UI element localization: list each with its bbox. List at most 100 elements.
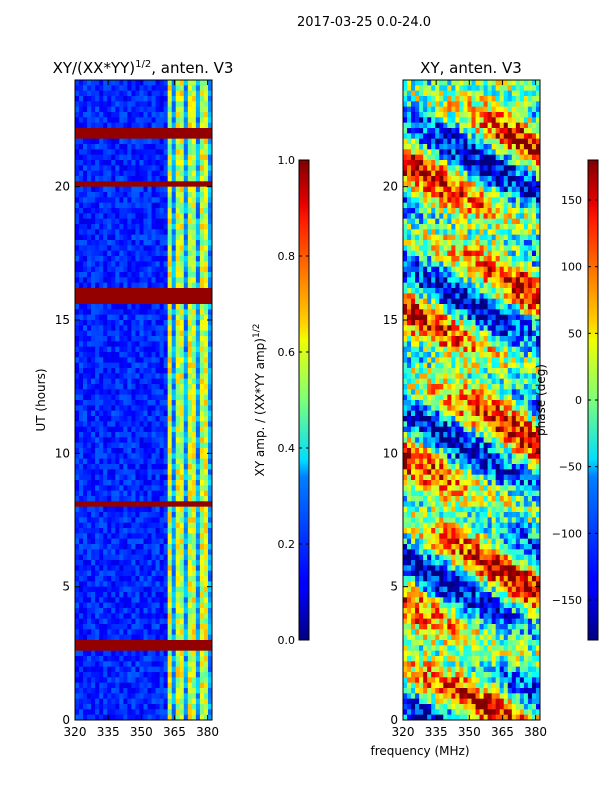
heatmap-cell bbox=[483, 122, 489, 129]
heatmap-cell bbox=[183, 309, 189, 316]
heatmap-cell bbox=[195, 373, 201, 380]
heatmap-cell bbox=[163, 256, 169, 262]
heatmap-cell bbox=[159, 501, 165, 508]
heatmap-cell bbox=[123, 416, 128, 422]
heatmap-cell bbox=[119, 528, 124, 534]
heatmap-cell bbox=[151, 464, 157, 470]
heatmap-cell bbox=[203, 501, 209, 508]
heatmap-cell bbox=[135, 256, 141, 262]
heatmap-cell bbox=[179, 426, 185, 433]
heatmap-cell bbox=[487, 101, 493, 108]
heatmap-cell bbox=[507, 154, 513, 161]
heatmap-cell bbox=[199, 234, 205, 241]
heatmap-cell bbox=[119, 570, 124, 577]
heatmap-cell bbox=[199, 458, 205, 465]
heatmap-cell bbox=[119, 640, 124, 646]
heatmap-cell bbox=[111, 464, 116, 470]
heatmap-cell bbox=[195, 549, 201, 556]
heatmap-cell bbox=[171, 368, 177, 374]
heatmap-cell bbox=[423, 186, 428, 193]
heatmap-cell bbox=[503, 112, 509, 118]
heatmap-cell bbox=[159, 250, 165, 257]
heatmap-cell bbox=[111, 688, 116, 694]
heatmap-cell bbox=[159, 325, 165, 332]
heatmap-cell bbox=[127, 416, 133, 422]
heatmap-cell bbox=[79, 106, 84, 113]
heatmap-cell bbox=[115, 458, 120, 465]
heatmap-cell bbox=[191, 650, 197, 657]
heatmap-cell bbox=[479, 149, 485, 156]
heatmap-cell bbox=[107, 389, 112, 396]
heatmap-cell bbox=[151, 170, 157, 177]
heatmap-cell bbox=[143, 218, 149, 225]
heatmap-cell bbox=[199, 688, 205, 694]
heatmap-cell bbox=[131, 421, 137, 428]
heatmap-cell bbox=[131, 544, 137, 550]
heatmap-cell bbox=[139, 352, 145, 358]
heatmap-cell bbox=[195, 229, 201, 236]
heatmap-cell bbox=[103, 106, 108, 113]
heatmap-cell bbox=[75, 101, 80, 108]
heatmap-cell bbox=[475, 165, 481, 172]
heatmap-cell bbox=[111, 192, 116, 198]
heatmap-cell bbox=[103, 352, 108, 358]
heatmap-cell bbox=[107, 698, 112, 705]
heatmap-cell bbox=[191, 613, 197, 620]
heatmap-cell bbox=[75, 645, 80, 652]
heatmap-cell bbox=[199, 496, 205, 502]
heatmap-cell bbox=[119, 538, 124, 545]
heatmap-cell bbox=[207, 522, 212, 529]
heatmap-cell bbox=[139, 170, 145, 177]
heatmap-cell bbox=[455, 128, 461, 134]
heatmap-cell bbox=[95, 362, 100, 369]
heatmap-cell bbox=[167, 693, 173, 700]
x-tick-label: 365 bbox=[163, 725, 186, 739]
heatmap-cell bbox=[503, 170, 509, 177]
heatmap-cell bbox=[439, 80, 444, 86]
heatmap-cell bbox=[451, 144, 456, 150]
heatmap-cell bbox=[147, 101, 153, 108]
heatmap-cell bbox=[103, 704, 108, 710]
heatmap-cell bbox=[147, 602, 153, 609]
heatmap-cell bbox=[103, 592, 108, 598]
heatmap-cell bbox=[207, 688, 212, 694]
heatmap-cell bbox=[475, 117, 481, 124]
heatmap-cell bbox=[203, 357, 209, 364]
heatmap-cell bbox=[111, 650, 116, 657]
heatmap-cell bbox=[523, 128, 529, 134]
heatmap-cell bbox=[167, 240, 173, 246]
heatmap-cell bbox=[171, 426, 177, 433]
heatmap-cell bbox=[151, 101, 157, 108]
heatmap-cell bbox=[455, 96, 461, 102]
heatmap-cell bbox=[107, 378, 112, 385]
heatmap-cell bbox=[143, 181, 149, 188]
heatmap-cell bbox=[195, 192, 201, 198]
heatmap-cell bbox=[491, 154, 497, 161]
heatmap-cell bbox=[167, 325, 173, 332]
heatmap-cell bbox=[99, 464, 104, 470]
heatmap-cell bbox=[151, 304, 157, 310]
heatmap-cell bbox=[99, 117, 104, 124]
heatmap-cell bbox=[455, 90, 461, 97]
heatmap-cell bbox=[199, 240, 205, 246]
heatmap-cell bbox=[531, 85, 537, 92]
heatmap-cell bbox=[187, 426, 193, 433]
heatmap-cell bbox=[443, 202, 448, 209]
heatmap-cell bbox=[95, 234, 100, 241]
heatmap-cell bbox=[143, 714, 149, 720]
heatmap-cell bbox=[527, 106, 533, 113]
heatmap-cell bbox=[179, 570, 185, 577]
heatmap-cell bbox=[187, 416, 193, 422]
heatmap-cell bbox=[151, 400, 157, 406]
heatmap-cell bbox=[143, 522, 149, 529]
heatmap-cell bbox=[171, 432, 177, 438]
heatmap-cell bbox=[159, 128, 165, 134]
heatmap-cell bbox=[535, 202, 540, 209]
heatmap-cell bbox=[123, 277, 128, 284]
heatmap-cell bbox=[123, 197, 128, 204]
heatmap-cell bbox=[91, 426, 96, 433]
heatmap-cell bbox=[147, 218, 153, 225]
heatmap-cell bbox=[195, 117, 201, 124]
heatmap-cell bbox=[167, 469, 173, 476]
heatmap-cell bbox=[451, 154, 456, 161]
